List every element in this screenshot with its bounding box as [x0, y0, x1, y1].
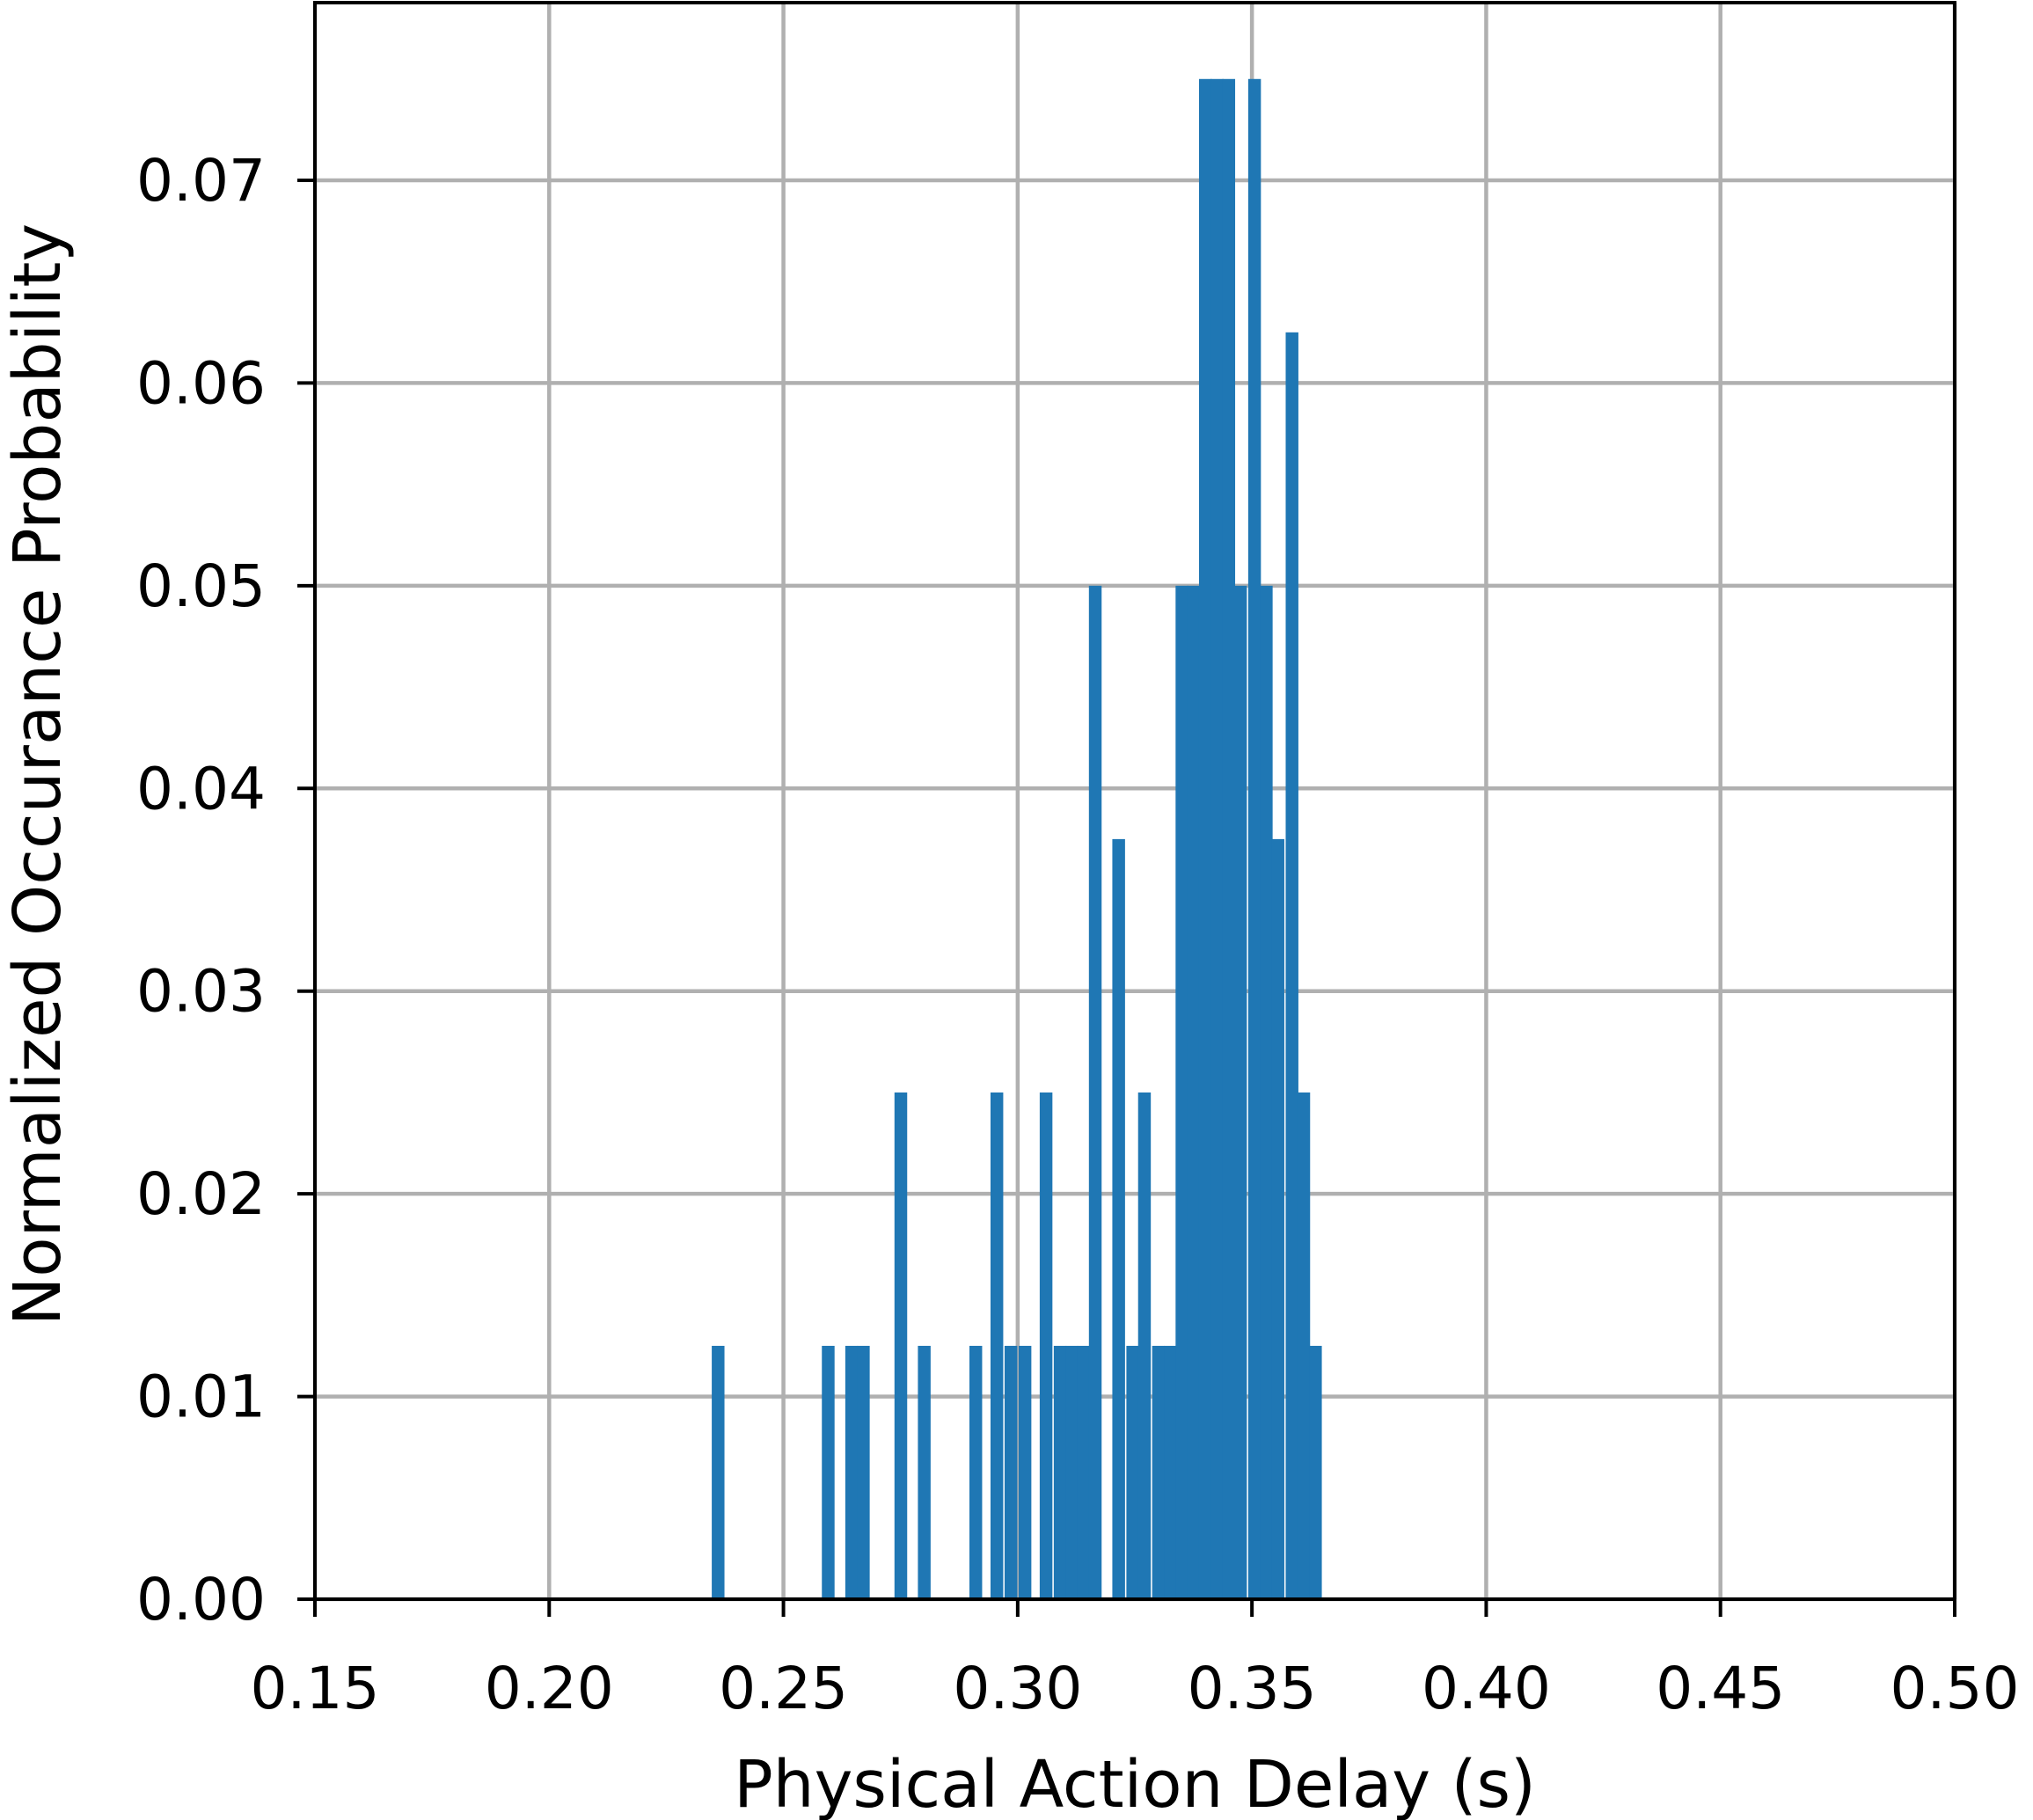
histogram-bar — [845, 1345, 859, 1599]
histogram-bar — [1285, 332, 1298, 1600]
histogram-bars — [712, 78, 1322, 1600]
y-tick-label: 0.02 — [136, 1160, 266, 1228]
histogram-bar — [857, 1345, 870, 1599]
x-tick-label: 0.25 — [719, 1655, 848, 1722]
histogram-bar — [1164, 1345, 1177, 1599]
histogram-bar — [1260, 585, 1273, 1599]
histogram-bar — [1137, 1092, 1152, 1599]
histogram-bar — [1112, 838, 1125, 1599]
histogram-bar — [1175, 585, 1188, 1599]
histogram-bar — [918, 1345, 931, 1599]
x-tick-label: 0.45 — [1656, 1655, 1785, 1722]
histogram-bar — [1152, 1345, 1166, 1599]
histogram-bar — [1018, 1345, 1032, 1599]
y-tick-label: 0.06 — [136, 349, 266, 417]
y-tick-labels: 0.00 0.01 0.02 0.03 0.04 0.05 0.06 0.07 — [136, 147, 266, 1634]
histogram-bar — [894, 1092, 908, 1599]
histogram-bar — [1297, 1092, 1311, 1599]
histogram-bar — [1126, 1345, 1139, 1599]
x-tick-label: 0.15 — [251, 1655, 380, 1722]
y-tick-label: 0.04 — [136, 755, 266, 822]
x-tick-labels: 0.15 0.20 0.25 0.30 0.35 0.40 0.45 0.50 — [251, 1655, 2020, 1722]
histogram-bar — [1053, 1345, 1067, 1599]
histogram-bar — [969, 1345, 983, 1599]
histogram-bar — [1247, 78, 1261, 1599]
axis-ticks — [297, 179, 1956, 1617]
histogram-bar — [1077, 1345, 1090, 1599]
x-tick-label: 0.35 — [1188, 1655, 1317, 1722]
x-tick-label: 0.50 — [1890, 1655, 2020, 1722]
histogram-bar — [1233, 585, 1247, 1599]
histogram-bar — [1039, 1092, 1053, 1599]
histogram-bar — [990, 1092, 1004, 1599]
histogram-bar — [1088, 585, 1102, 1599]
x-tick-label: 0.30 — [953, 1655, 1082, 1722]
histogram-bar — [1271, 838, 1284, 1599]
histogram-bar — [1004, 1345, 1018, 1599]
x-tick-label: 0.40 — [1422, 1655, 1551, 1722]
histogram-bar — [1222, 78, 1236, 1599]
y-tick-label: 0.05 — [136, 552, 266, 620]
x-tick-label: 0.20 — [485, 1655, 614, 1722]
histogram-bar — [1198, 78, 1212, 1599]
y-tick-label: 0.00 — [136, 1566, 266, 1634]
histogram-bar — [1065, 1345, 1079, 1599]
histogram-bar — [1309, 1345, 1322, 1599]
plot-frame — [313, 1, 1956, 1601]
y-tick-label: 0.01 — [136, 1363, 266, 1431]
y-tick-label: 0.03 — [136, 958, 266, 1026]
y-tick-label: 0.07 — [136, 147, 266, 215]
histogram-bar — [1210, 78, 1224, 1599]
histogram-bar — [712, 1345, 725, 1599]
histogram-bar — [822, 1345, 835, 1599]
x-axis-label: Physical Action Delay (s) — [734, 1747, 1536, 1820]
histogram-bar — [1187, 585, 1201, 1599]
y-axis-label: Normalized Occurance Probability — [0, 223, 76, 1326]
